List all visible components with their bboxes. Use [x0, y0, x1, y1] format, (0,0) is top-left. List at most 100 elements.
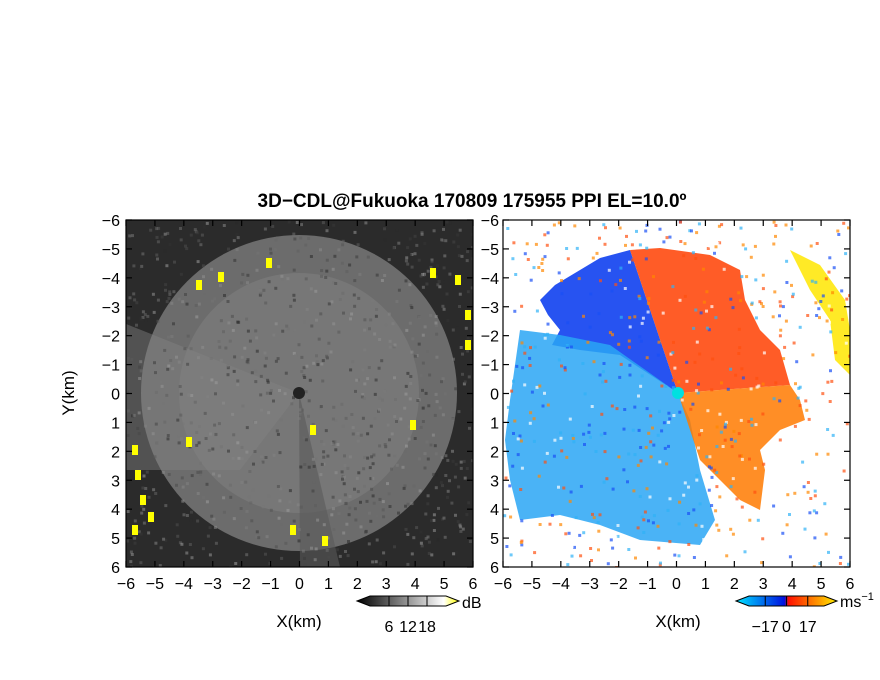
velocity-pixel	[576, 226, 580, 230]
speckle-pixel	[296, 503, 300, 507]
x-tick-label: 0	[672, 576, 681, 593]
speckle-pixel	[331, 417, 335, 421]
speckle-pixel	[300, 223, 303, 227]
velocity-pixel	[658, 563, 662, 567]
speckle-pixel	[372, 501, 376, 505]
speckle-pixel	[155, 253, 159, 257]
velocity-pixel	[730, 445, 734, 449]
speckle-pixel	[359, 525, 363, 529]
speckle-pixel	[434, 392, 438, 396]
velocity-pixel	[566, 563, 570, 567]
speckle-pixel	[274, 286, 278, 290]
velocity-pixel	[598, 373, 602, 377]
speckle-pixel	[303, 463, 307, 466]
speckle-pixel	[279, 418, 283, 422]
speckle-pixel	[298, 408, 302, 412]
speckle-pixel	[440, 380, 443, 384]
speckle-pixel	[203, 411, 207, 415]
speckle-pixel	[353, 230, 357, 234]
speckle-pixel	[197, 239, 201, 243]
velocity-pixel	[660, 429, 664, 433]
velocity-pixel	[532, 266, 536, 270]
speckle-pixel	[153, 361, 156, 365]
velocity-pixel	[682, 254, 686, 258]
speckle-pixel	[139, 360, 143, 364]
ms-colorbar-unit: ms−1	[840, 591, 874, 611]
speckle-pixel	[196, 492, 200, 495]
x-tick-label: 5	[817, 576, 826, 593]
velocity-pixel	[503, 514, 507, 518]
velocity-pixel	[696, 391, 700, 395]
speckle-pixel	[446, 495, 449, 499]
speckle-pixel	[374, 314, 378, 318]
velocity-pixel	[637, 428, 641, 432]
y-tick-label: 4	[111, 502, 120, 519]
speckle-pixel	[176, 534, 180, 538]
velocity-pixel	[551, 519, 555, 523]
speckle-pixel	[415, 526, 419, 530]
speckle-pixel	[467, 501, 471, 505]
velocity-pixel	[754, 423, 758, 427]
speckle-pixel	[151, 432, 155, 436]
speckle-pixel	[133, 536, 137, 540]
velocity-pixel	[669, 352, 673, 356]
speckle-pixel	[141, 252, 145, 256]
speckle-pixel	[437, 280, 441, 283]
speckle-pixel	[406, 371, 410, 375]
velocity-pixel	[628, 260, 631, 264]
x-tick-label: −6	[117, 576, 135, 593]
velocity-pixel	[504, 476, 508, 480]
velocity-pixel	[533, 551, 537, 555]
speckle-pixel	[355, 255, 359, 259]
speckle-pixel	[417, 342, 421, 346]
velocity-pixel	[847, 226, 850, 230]
speckle-pixel	[143, 313, 147, 317]
speckle-pixel	[219, 319, 223, 323]
speckle-pixel	[332, 405, 336, 409]
velocity-pixel	[557, 358, 561, 362]
speckle-pixel	[342, 482, 346, 486]
speckle-pixel	[322, 442, 326, 446]
speckle-pixel	[295, 221, 299, 224]
velocity-pixel	[641, 316, 645, 320]
velocity-pixel	[809, 497, 813, 500]
velocity-pixel	[836, 229, 840, 233]
speckle-pixel	[231, 412, 235, 416]
speckle-pixel	[184, 244, 187, 248]
speckle-pixel	[292, 298, 296, 302]
speckle-pixel	[142, 474, 146, 478]
speckle-pixel	[214, 392, 217, 396]
velocity-pixel	[778, 334, 782, 338]
speckle-pixel	[274, 238, 278, 242]
velocity-pixel	[738, 346, 742, 350]
velocity-pixel	[667, 444, 670, 448]
speckle-pixel	[237, 456, 241, 460]
velocity-pixel	[532, 439, 536, 443]
speckle-pixel	[303, 376, 307, 379]
speckle-pixel	[375, 273, 379, 277]
velocity-pixel	[699, 311, 703, 315]
velocity-pixel	[671, 378, 675, 382]
velocity-pixel	[535, 309, 539, 313]
speckle-pixel	[168, 243, 172, 246]
speckle-pixel	[264, 456, 268, 459]
speckle-pixel	[163, 348, 167, 352]
speckle-pixel	[137, 530, 141, 534]
speckle-pixel	[248, 470, 252, 473]
velocity-pixel	[603, 450, 607, 454]
x-tick-label: −3	[581, 576, 599, 593]
y-tick-label: 4	[490, 502, 499, 519]
velocity-pixel	[622, 427, 626, 431]
speckle-pixel	[383, 238, 387, 242]
velocity-pixel	[809, 244, 813, 248]
velocity-pixel	[778, 300, 782, 304]
speckle-pixel	[408, 237, 412, 241]
velocity-pixel	[848, 354, 850, 358]
velocity-pixel	[706, 409, 710, 413]
speckle-pixel	[157, 226, 161, 230]
speckle-pixel	[377, 366, 381, 370]
speckle-pixel	[219, 358, 223, 362]
velocity-pixel	[693, 360, 697, 364]
speckle-pixel	[322, 455, 326, 459]
speckle-pixel	[251, 488, 255, 492]
